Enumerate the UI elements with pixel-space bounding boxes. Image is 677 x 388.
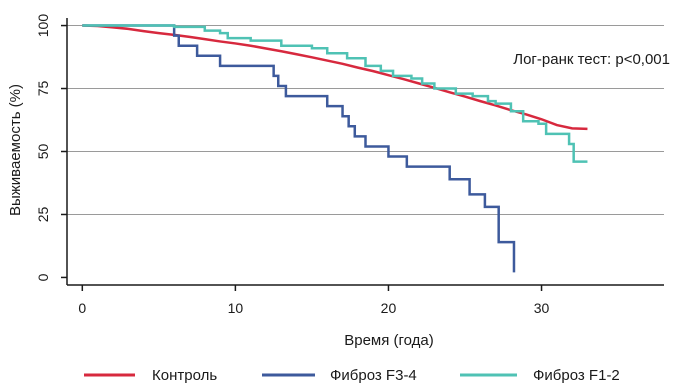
series-line-1 [82,24,516,273]
legend: Контроль Фиброз F3-4 Фиброз F1-2 [84,367,620,384]
y-tick-label-50: 50 [35,144,51,160]
x-tick-label-20: 20 [381,300,397,316]
x-tick-label-10: 10 [228,300,244,316]
x-ticks: 0 10 20 30 [78,285,550,316]
y-tick-label-100: 100 [35,14,51,38]
y-tick-label-25: 25 [35,206,51,222]
logrank-annotation: Лог-ранк тест: p<0,001 [513,51,670,68]
series-lines [82,24,588,273]
series-line-2 [82,24,588,163]
y-axis-title: Выживаемость (%) [7,84,24,216]
legend-item-1: Фиброз F3-4 [262,367,417,384]
legend-label-2: Фиброз F1-2 [533,367,620,384]
legend-label-0: Контроль [152,367,217,384]
legend-item-2: Фиброз F1-2 [460,367,620,384]
x-tick-label-0: 0 [78,300,86,316]
series-line-0 [82,24,588,131]
y-tick-label-75: 75 [35,81,51,97]
x-tick-label-30: 30 [534,300,550,316]
y-tick-label-0: 0 [35,273,51,281]
legend-item-0: Контроль [84,367,217,384]
x-axis-title: Время (года) [344,332,434,349]
legend-label-1: Фиброз F3-4 [330,367,417,384]
y-ticks: 0 25 50 75 100 [35,14,67,281]
